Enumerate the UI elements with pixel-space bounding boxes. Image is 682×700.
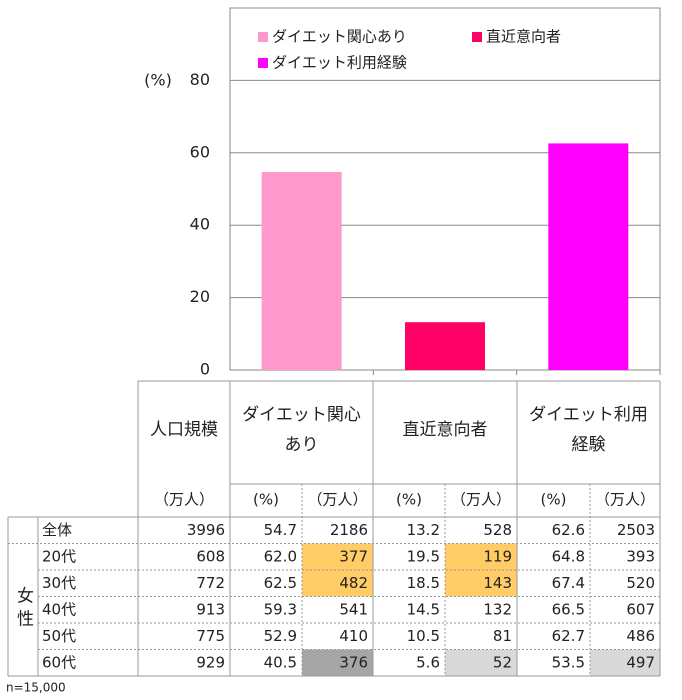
table-cell: 132 [483,600,512,618]
legend-label: ダイエット関心あり [272,28,407,46]
legend-swatch [258,58,268,68]
unit-cell: （万人） [307,491,367,509]
table-cell: 497 [626,653,655,671]
table-cell: 14.5 [407,600,440,618]
bar [405,322,485,370]
table-cell: 607 [626,600,655,618]
y-tick-label: 0 [200,360,210,379]
unit-cell: （万人） [451,491,511,509]
table-cell: 913 [196,600,225,618]
table-cell: 66.5 [552,600,585,618]
table-cell: 10.5 [407,627,440,645]
table-cell: 54.7 [264,521,297,539]
table-cell: 393 [626,547,655,565]
header-cell: ダイエット関心 [242,405,361,425]
group-label: 女性 [13,587,34,633]
table-cell: 528 [483,521,512,539]
table-cell: 520 [626,574,655,592]
table-cell: 52 [493,653,512,671]
table-cell: 52.9 [264,627,297,645]
y-tick-label: 20 [190,287,210,306]
table-cell: 541 [339,600,368,618]
table-cell: 2186 [330,521,368,539]
unit-cell: （万人） [154,491,214,509]
table-cell: 486 [626,627,655,645]
unit-cell: (%) [253,491,279,509]
table-cell: 13.2 [407,521,440,539]
table-cell: 5.6 [416,653,440,671]
table-cell: 59.3 [264,600,297,618]
table-cell: 62.0 [264,547,297,565]
table-cell: 482 [339,574,368,592]
y-axis-label: (%) [144,71,172,90]
row-label: 全体 [42,521,72,539]
cell-highlight [302,570,373,597]
legend-label: 直近意向者 [486,28,561,46]
table-cell: 2503 [617,521,655,539]
legend-label: ダイエット利用経験 [272,54,407,72]
unit-cell: (%) [396,491,422,509]
bar [261,171,342,370]
header-cell: 人口規模 [150,420,218,440]
table-cell: 67.4 [552,574,585,592]
table-cell: 62.7 [552,627,585,645]
cell-highlight [445,543,517,570]
header-cell: 直近意向者 [403,420,488,440]
legend-swatch [472,32,482,42]
unit-cell: (%) [541,491,567,509]
y-tick-label: 60 [190,142,210,161]
table-cell: 62.6 [552,521,585,539]
table-cell: 376 [339,653,368,671]
table-cell: 18.5 [407,574,440,592]
table-cell: 81 [493,627,512,645]
table-cell: 3996 [187,521,225,539]
legend-swatch [258,32,268,42]
table-cell: 62.5 [264,574,297,592]
table-cell: 53.5 [552,653,585,671]
cell-highlight [302,543,373,570]
row-label: 30代 [42,574,76,592]
table-cell: 775 [196,627,225,645]
row-label: 60代 [42,653,76,671]
cell-highlight [302,649,373,676]
row-label: 40代 [42,600,76,618]
table-cell: 929 [196,653,225,671]
table-cell: 143 [483,574,512,592]
table-cell: 19.5 [407,547,440,565]
cell-highlight [445,570,517,597]
table-cell: 377 [339,547,368,565]
header-cell: 経験 [572,435,606,455]
table-cell: 119 [483,547,512,565]
cell-highlight [590,649,660,676]
table-cell: 772 [196,574,225,592]
table-cell: 40.5 [264,653,297,671]
header-cell: あり [285,435,319,455]
unit-cell: （万人） [595,491,655,509]
footnote: n=15,000 [6,681,66,695]
y-tick-label: 80 [190,70,210,89]
header-cell: ダイエット利用 [529,405,648,425]
row-label: 50代 [42,627,76,645]
table-cell: 64.8 [552,547,585,565]
y-tick-label: 40 [190,215,210,234]
table-cell: 410 [339,627,368,645]
row-label: 20代 [42,547,76,565]
table-cell: 608 [196,547,225,565]
bar [548,143,629,370]
cell-highlight [445,649,517,676]
